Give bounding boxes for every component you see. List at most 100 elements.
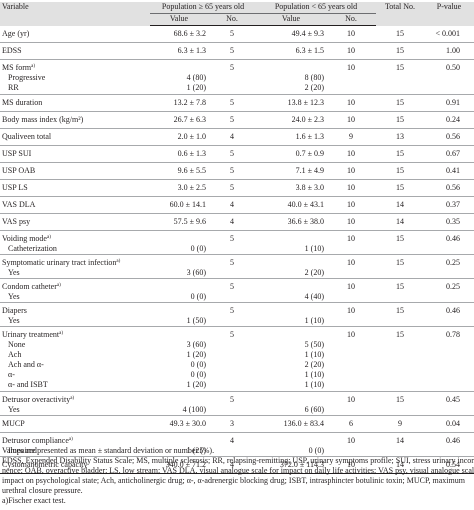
table-row: Cystomanometric capacity 340.0 ± 71.2 4 372… xyxy=(0,456,474,474)
value-younger-text: 6 (60) xyxy=(304,405,324,414)
count-younger-text xyxy=(326,350,376,360)
count-older-text: 5 xyxy=(230,258,234,267)
total-count: 15 xyxy=(376,179,424,197)
count-younger-text: 10 xyxy=(347,217,355,226)
p-value-text xyxy=(424,405,460,415)
p-value: 0.41 xyxy=(424,162,474,180)
count-older: 5 xyxy=(208,145,256,163)
value-younger-text xyxy=(256,330,324,340)
row-label: VAS DLA xyxy=(0,196,150,214)
count-younger: 10 xyxy=(326,25,376,43)
count-younger-text: 10 xyxy=(347,63,355,72)
count-younger: 10 xyxy=(326,230,376,255)
count-younger-text xyxy=(326,292,376,302)
total-count-text: 15 xyxy=(396,183,404,192)
table-row: MS forma) Progressive RR 4 (80) 1 (20) 5 8 (80… xyxy=(0,59,474,95)
count-younger: 10 xyxy=(326,196,376,214)
total-count: 15 xyxy=(376,230,424,255)
sub-category: Catheterization xyxy=(8,244,57,253)
value-older-text xyxy=(150,306,206,316)
total-count: 14 xyxy=(376,196,424,214)
total-count-text xyxy=(376,405,424,415)
header-variable: Variable xyxy=(0,2,150,26)
count-older-text: 4 xyxy=(230,460,234,469)
footnote-line: nence; OAB, overactive bladder; LS, low … xyxy=(2,466,474,475)
count-younger: 10 xyxy=(326,145,376,163)
p-value-text: 0.45 xyxy=(446,395,460,404)
variable-name: VAS DLA xyxy=(2,200,36,209)
p-value: 0.56 xyxy=(424,179,474,197)
total-count: 15 xyxy=(376,111,424,129)
count-older-text xyxy=(208,405,256,415)
value-older-text: 1 (20) xyxy=(186,380,206,389)
sub-category: None xyxy=(8,340,26,349)
count-younger-text xyxy=(326,83,376,93)
p-value-text: 0.41 xyxy=(446,166,460,175)
p-value: 0.46 xyxy=(424,230,474,255)
value-younger: 1 (10) xyxy=(256,302,326,327)
count-younger-text: 6 xyxy=(349,419,353,428)
value-younger-text xyxy=(256,63,324,73)
count-younger: 10 xyxy=(326,59,376,95)
header-pvalue: P-value xyxy=(424,2,474,26)
value-older: 0 (0) xyxy=(150,278,208,303)
count-younger-text: 10 xyxy=(347,395,355,404)
header-row-1: Variable Population ≥ 65 years old Popul… xyxy=(0,2,474,26)
p-value-text: 0.25 xyxy=(446,282,460,291)
total-count-text: 15 xyxy=(396,306,404,315)
table-row: Condom cathetera) Yes 0 (0) 5 4 (40) 10 15 0.25 xyxy=(0,278,474,303)
total-count-text: 15 xyxy=(396,63,404,72)
footnote-marker: a) xyxy=(46,235,51,240)
p-value-text xyxy=(424,350,460,360)
p-value-text: 0.54 xyxy=(446,460,460,469)
count-younger-text xyxy=(326,316,376,326)
count-younger-text xyxy=(326,268,376,278)
total-count-text xyxy=(376,244,424,254)
value-younger: 3.8 ± 3.0 xyxy=(256,179,326,197)
p-value-text: 0.78 xyxy=(446,330,460,339)
value-younger-text: 1 (10) xyxy=(304,350,324,359)
count-younger: 10 xyxy=(326,432,376,457)
count-younger-text: 10 xyxy=(347,330,355,339)
count-older: 5 xyxy=(208,179,256,197)
total-count: 15 xyxy=(376,278,424,303)
count-younger: 9 xyxy=(326,128,376,146)
value-older-text: 1 (50) xyxy=(186,316,206,325)
value-older: 340.0 ± 71.2 xyxy=(150,456,208,474)
p-value-text: 0.24 xyxy=(446,115,460,124)
value-older-text: 340.0 ± 71.2 xyxy=(165,460,206,469)
p-value: 0.54 xyxy=(424,456,474,474)
count-younger-text: 10 xyxy=(347,200,355,209)
count-older-text: 5 xyxy=(230,330,234,339)
total-count-text: 14 xyxy=(396,436,404,445)
value-older-text: 49.3 ± 30.0 xyxy=(169,419,206,428)
total-count-text: 15 xyxy=(396,395,404,404)
row-label: MS forma) Progressive RR xyxy=(0,59,150,95)
count-older: 5 xyxy=(208,278,256,303)
count-younger-text: 10 xyxy=(347,460,355,469)
total-count: 15 xyxy=(376,94,424,112)
value-younger-text xyxy=(256,306,324,316)
count-older: 5 xyxy=(208,59,256,95)
count-older-text: 4 xyxy=(230,217,234,226)
p-value: 1.00 xyxy=(424,42,474,60)
sub-category: Impaired xyxy=(8,446,37,455)
count-older-text: 4 xyxy=(230,200,234,209)
count-younger: 6 xyxy=(326,415,376,433)
count-older-text: 5 xyxy=(230,395,234,404)
count-younger-text: 10 xyxy=(347,234,355,243)
count-older-text: 3 xyxy=(230,419,234,428)
count-younger-text: 10 xyxy=(347,166,355,175)
count-younger-text: 10 xyxy=(347,183,355,192)
sub-category: Yes xyxy=(8,316,20,325)
table-row: EDSS 6.3 ± 1.3 5 6.3 ± 1.5 10 15 1.00 xyxy=(0,42,474,60)
total-count: 15 xyxy=(376,326,424,392)
count-older: 5 xyxy=(208,111,256,129)
value-older-text: 1 (25) xyxy=(186,446,206,455)
p-value-text xyxy=(424,340,460,350)
value-younger: 4 (40) xyxy=(256,278,326,303)
variable-name: Symptomatic urinary tract infection xyxy=(2,258,117,267)
value-older-text: 2.0 ± 1.0 xyxy=(177,132,206,141)
count-older-text xyxy=(208,83,256,93)
value-older: 4 (100) xyxy=(150,391,208,416)
